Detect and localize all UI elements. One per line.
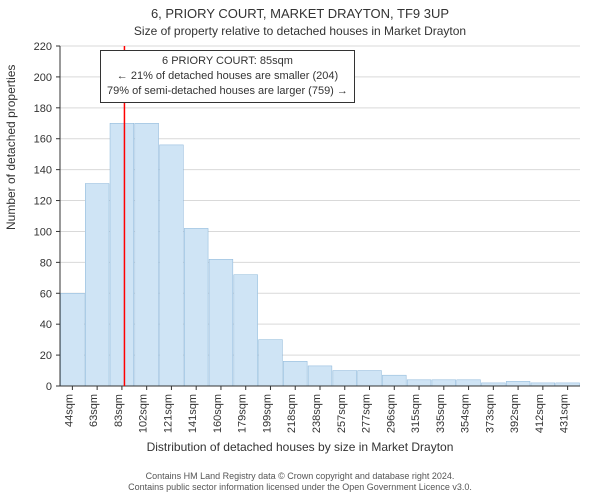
svg-text:83sqm: 83sqm	[113, 394, 125, 427]
chart-title-sub: Size of property relative to detached ho…	[0, 24, 600, 38]
svg-text:220: 220	[34, 41, 52, 53]
annotation-line-1: 6 PRIORY COURT: 85sqm	[107, 54, 348, 69]
svg-text:102sqm: 102sqm	[138, 394, 150, 433]
svg-text:354sqm: 354sqm	[460, 394, 472, 433]
svg-text:335sqm: 335sqm	[435, 394, 447, 433]
svg-text:431sqm: 431sqm	[559, 394, 571, 433]
svg-text:44sqm: 44sqm	[63, 394, 75, 427]
svg-text:60: 60	[40, 288, 52, 300]
bar	[407, 380, 431, 386]
bar	[259, 340, 283, 386]
bar	[283, 361, 307, 386]
svg-text:277sqm: 277sqm	[361, 394, 373, 433]
bar	[110, 123, 134, 386]
bar	[160, 145, 184, 386]
bar	[333, 371, 357, 386]
annotation-line-3: 79% of semi-detached houses are larger (…	[107, 84, 348, 99]
svg-text:218sqm: 218sqm	[286, 394, 298, 433]
svg-text:296sqm: 296sqm	[385, 394, 397, 433]
bar	[382, 375, 406, 386]
attribution-line-2: Contains public sector information licen…	[0, 482, 600, 494]
svg-text:160: 160	[34, 134, 52, 146]
svg-text:0: 0	[46, 381, 52, 393]
bar	[184, 228, 208, 386]
bar	[85, 184, 109, 386]
svg-text:179sqm: 179sqm	[237, 394, 249, 433]
svg-text:200: 200	[34, 72, 52, 84]
svg-text:141sqm: 141sqm	[187, 394, 199, 433]
svg-text:80: 80	[40, 257, 52, 269]
bar	[60, 293, 84, 386]
svg-text:121sqm: 121sqm	[162, 394, 174, 433]
svg-text:373sqm: 373sqm	[484, 394, 496, 433]
bar	[209, 259, 233, 386]
annotation-box: 6 PRIORY COURT: 85sqm ← 21% of detached …	[100, 50, 355, 103]
chart-title-main: 6, PRIORY COURT, MARKET DRAYTON, TF9 3UP	[0, 6, 600, 21]
svg-text:20: 20	[40, 350, 52, 362]
svg-text:392sqm: 392sqm	[509, 394, 521, 433]
bar	[234, 275, 258, 386]
svg-text:238sqm: 238sqm	[311, 394, 323, 433]
svg-text:63sqm: 63sqm	[88, 394, 100, 427]
bar	[432, 380, 456, 386]
attribution-text: Contains HM Land Registry data © Crown c…	[0, 471, 600, 494]
svg-text:412sqm: 412sqm	[534, 394, 546, 433]
x-axis-label: Distribution of detached houses by size …	[0, 440, 600, 454]
y-axis-label: Number of detached properties	[4, 65, 18, 230]
bar	[358, 371, 382, 386]
bar	[308, 366, 332, 386]
svg-text:100: 100	[34, 226, 52, 238]
attribution-line-1: Contains HM Land Registry data © Crown c…	[0, 471, 600, 483]
svg-text:257sqm: 257sqm	[336, 394, 348, 433]
svg-text:140: 140	[34, 165, 52, 177]
bar	[506, 381, 530, 386]
svg-text:315sqm: 315sqm	[410, 394, 422, 433]
annotation-line-2: ← 21% of detached houses are smaller (20…	[107, 69, 348, 84]
bar	[135, 123, 159, 386]
bar	[457, 380, 481, 386]
svg-text:180: 180	[34, 103, 52, 115]
svg-text:40: 40	[40, 319, 52, 331]
svg-text:199sqm: 199sqm	[261, 394, 273, 433]
svg-text:160sqm: 160sqm	[212, 394, 224, 433]
svg-text:120: 120	[34, 196, 52, 208]
